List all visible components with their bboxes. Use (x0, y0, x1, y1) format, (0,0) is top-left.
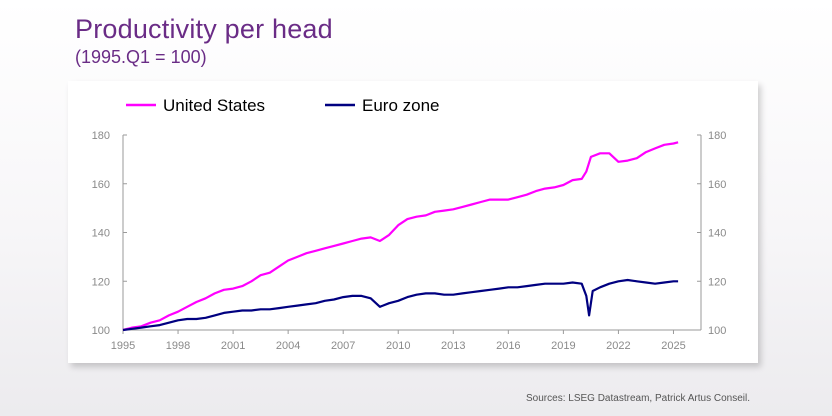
series-line-united-states (122, 141, 679, 332)
y-tick-label-left: 100 (92, 325, 110, 337)
y-tick-label-left: 140 (92, 228, 110, 240)
x-tick-label: 2010 (386, 340, 410, 352)
x-tick-label: 2004 (276, 340, 300, 352)
page-title: Productivity per head (75, 14, 333, 44)
y-tick-label-right: 140 (708, 228, 726, 240)
line-chart: 100 100 120 120 140 140 160 160 180 180 1995 1998 20… (92, 96, 727, 352)
x-tick-label: 2016 (496, 340, 520, 352)
x-tick-label: 2007 (331, 340, 355, 352)
chart-series-layer (122, 141, 679, 332)
source-note: Sources: LSEG Datastream, Patrick Artus … (526, 393, 750, 404)
y-tick-label-right: 100 (708, 325, 726, 337)
x-tick-label: 2022 (606, 340, 630, 352)
x-tick-label: 1995 (111, 340, 135, 352)
x-tick-label: 2001 (221, 340, 245, 352)
legend-label-euro-zone: Euro zone (362, 96, 440, 115)
chart-axes: 100 100 120 120 140 140 160 160 180 180 1995 1998 20… (92, 130, 727, 352)
x-tick-label: 1998 (166, 340, 190, 352)
x-tick-label: 2019 (551, 340, 575, 352)
y-tick-label-right: 160 (708, 179, 726, 191)
y-tick-label-left: 160 (92, 179, 110, 191)
y-tick-label-left: 180 (92, 130, 110, 142)
y-tick-label-right: 120 (708, 276, 726, 288)
chart-panel: 100 100 120 120 140 140 160 160 180 180 1995 1998 20… (68, 81, 758, 363)
legend-label-united-states: United States (163, 96, 265, 115)
series-line-euro-zone (122, 278, 679, 332)
y-tick-label-right: 180 (708, 130, 726, 142)
x-tick-label: 2013 (441, 340, 465, 352)
y-tick-label-left: 120 (92, 276, 110, 288)
page-subtitle: (1995.Q1 = 100) (75, 47, 207, 67)
chart-legend: United States Euro zone (126, 96, 440, 115)
x-tick-label: 2025 (661, 340, 685, 352)
